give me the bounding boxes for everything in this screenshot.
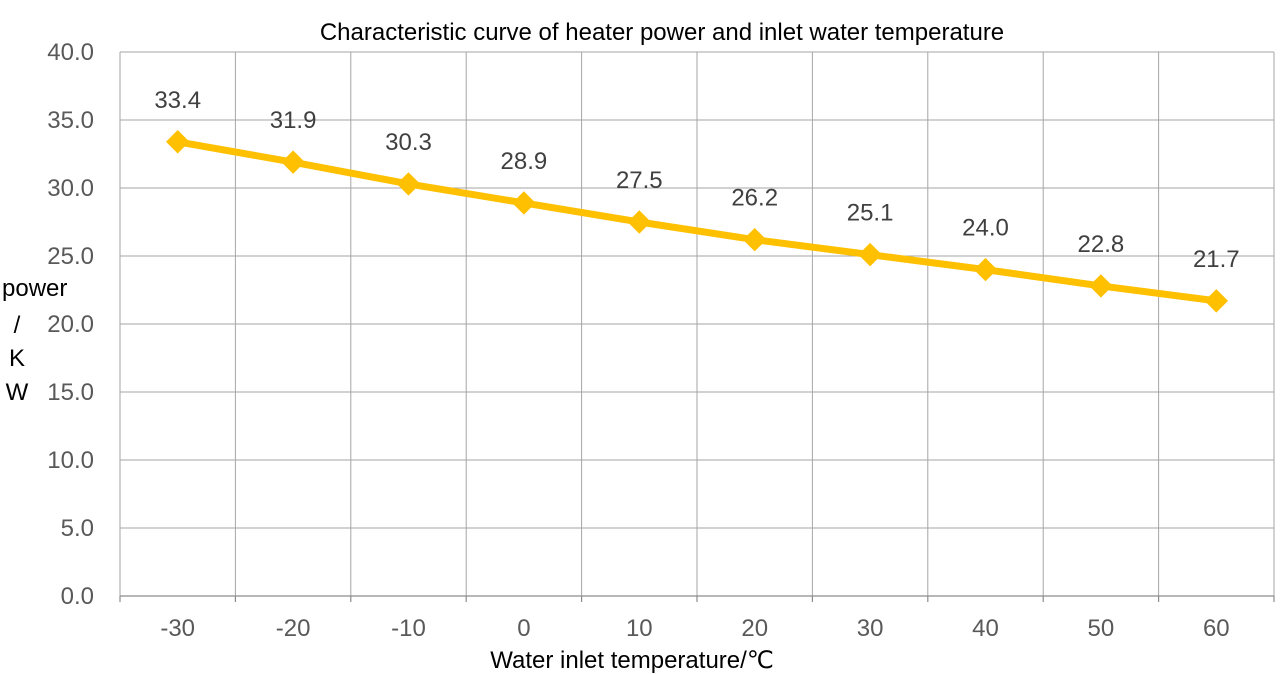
y-tick-label: 5.0 (61, 515, 94, 542)
x-tick-label: 20 (741, 615, 768, 642)
data-label: 21.7 (1193, 246, 1240, 273)
y-axis-title-line: / (14, 312, 21, 339)
y-tick-label: 20.0 (47, 311, 94, 338)
x-tick-label: -10 (391, 615, 426, 642)
x-tick-label: -30 (160, 615, 195, 642)
x-axis-ticks: -30 -20 -10 0 10 20 30 40 50 60 (160, 615, 1229, 642)
y-tick-label: 15.0 (47, 379, 94, 406)
y-axis-title-line: W (6, 379, 29, 406)
data-point-marker (281, 150, 305, 174)
y-axis-title-line: K (9, 345, 25, 372)
data-point-marker (858, 242, 882, 267)
x-tick-label: -20 (276, 615, 311, 642)
x-tick-label: 50 (1088, 615, 1115, 642)
x-axis-title: Water inlet temperature/℃ (490, 647, 774, 674)
y-axis-ticks: 0.0 5.0 10.0 15.0 20.0 25.0 30.0 35.0 40.0 (47, 39, 94, 610)
data-point-marker (396, 172, 421, 196)
data-label: 26.2 (731, 185, 778, 212)
y-tick-label: 25.0 (47, 243, 94, 270)
y-tick-label: 0.0 (61, 583, 94, 610)
data-point-marker (165, 130, 190, 154)
chart-title: Characteristic curve of heater power and… (320, 19, 1004, 46)
data-label: 27.5 (616, 167, 663, 194)
y-axis-title-line: power (2, 275, 67, 302)
x-tick-label: 10 (626, 615, 653, 642)
series-line (174, 138, 1220, 305)
data-point-marker (742, 227, 767, 252)
y-tick-label: 35.0 (47, 107, 94, 134)
data-label: 22.8 (1078, 231, 1125, 258)
x-tick-label: 0 (517, 615, 530, 642)
y-tick-label: 10.0 (47, 447, 94, 474)
data-label: 31.9 (270, 107, 317, 134)
x-tick-label: 60 (1203, 615, 1230, 642)
data-labels: 33.4 31.9 30.3 28.9 27.5 26.2 25.1 24.0 22.8 21.7 (154, 87, 1239, 273)
grid (119, 51, 1275, 596)
data-label: 33.4 (154, 87, 201, 114)
y-axis-title: power / KW (2, 275, 67, 406)
data-label: 28.9 (501, 148, 548, 175)
data-point-marker (1089, 274, 1113, 298)
series-group (165, 130, 1229, 313)
data-label: 30.3 (385, 129, 432, 156)
data-point-marker (973, 257, 998, 282)
x-tick-label: 30 (857, 615, 884, 642)
axes (119, 595, 1275, 602)
data-point-marker (512, 191, 536, 215)
data-label: 25.1 (847, 200, 894, 227)
y-tick-label: 30.0 (47, 175, 94, 202)
y-tick-label: 40.0 (47, 39, 94, 66)
data-point-marker (1204, 289, 1229, 313)
x-tick-label: 40 (972, 615, 999, 642)
data-point-marker (627, 210, 652, 234)
data-label: 24.0 (962, 215, 1009, 242)
